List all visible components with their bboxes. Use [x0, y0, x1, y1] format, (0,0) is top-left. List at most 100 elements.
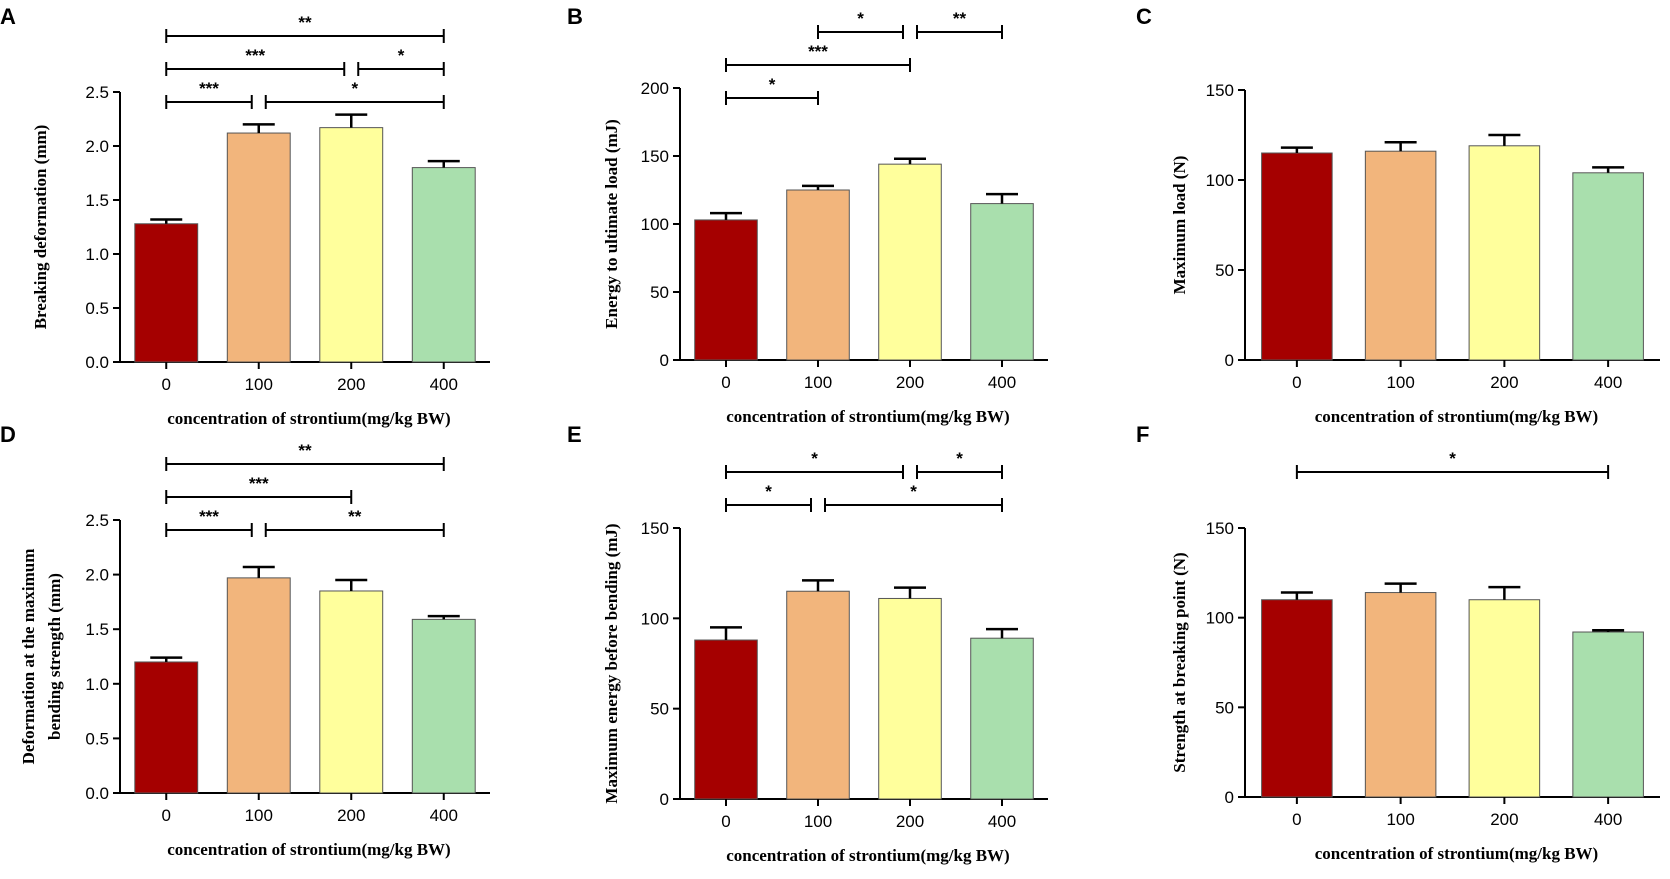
- x-tick-label: 100: [245, 375, 273, 394]
- x-tick-label: 0: [162, 806, 171, 825]
- significance-label: *: [769, 75, 776, 94]
- bar-200: [1468, 599, 1541, 798]
- y-tick-label: 150: [1206, 519, 1234, 538]
- x-tick-label: 0: [721, 812, 730, 831]
- y-axis-title-line: bending strength (mm): [45, 573, 64, 740]
- panel-letter-a: A: [0, 4, 16, 29]
- panel-letter-e: E: [567, 422, 582, 447]
- significance-label: *: [910, 482, 917, 501]
- x-tick-label: 400: [988, 373, 1016, 392]
- y-tick-label: 100: [641, 215, 669, 234]
- y-tick-label: 0: [1225, 788, 1234, 807]
- bar-100: [786, 189, 850, 361]
- bar-200: [319, 590, 384, 794]
- bar-0: [1261, 599, 1333, 798]
- panel-a: A 0.0 0.5 1.0 1.5 2.0 2.5 0 100 200 400 concentrati…: [0, 4, 490, 428]
- x-tick-label: 400: [1594, 810, 1622, 829]
- panel-f: F 0 50 100 150 0 100 200 400 concentration of str…: [1136, 422, 1660, 863]
- significance-label: *: [1449, 449, 1456, 468]
- significance-label: *: [956, 449, 963, 468]
- x-tick-label: 400: [430, 375, 458, 394]
- significance-label: *: [857, 9, 864, 28]
- y-axis-title: Strength at breaking point (N): [1170, 552, 1189, 772]
- significance-label: **: [953, 9, 967, 28]
- bar-200: [319, 127, 384, 363]
- x-tick-label: 100: [245, 806, 273, 825]
- bar-200: [1468, 145, 1541, 361]
- x-tick-label: 200: [337, 375, 365, 394]
- x-tick-label: 0: [1292, 373, 1301, 392]
- bar-400: [970, 203, 1034, 361]
- y-tick-label: 50: [650, 283, 669, 302]
- x-tick-label: 400: [988, 812, 1016, 831]
- bar-100: [786, 590, 850, 800]
- y-tick-label: 150: [641, 519, 669, 538]
- bar-400: [1572, 631, 1644, 798]
- y-tick-label: 1.0: [85, 675, 109, 694]
- bar-0: [694, 639, 758, 800]
- y-axis-title: Energy to ultimate load (mJ): [602, 119, 621, 329]
- panel-letter-c: C: [1136, 4, 1152, 29]
- bar-200: [878, 597, 942, 800]
- x-axis-title: concentration of strontium(mg/kg BW): [726, 846, 1009, 865]
- y-tick-label: 2.5: [85, 83, 109, 102]
- y-tick-label: 1.5: [85, 191, 109, 210]
- significance-label: ***: [245, 46, 265, 65]
- panel-c: C 0 50 100 150 0 100 200 400 concentration of str…: [1136, 4, 1660, 426]
- x-tick-label: 400: [1594, 373, 1622, 392]
- bar-100: [1364, 150, 1437, 361]
- x-tick-label: 200: [896, 812, 924, 831]
- bar-400: [411, 167, 476, 363]
- x-tick-label: 100: [1386, 373, 1414, 392]
- panel-b: B 0 50 100 150 200 0 100 200 400 concentration of …: [567, 4, 1048, 426]
- bar-100: [226, 577, 291, 794]
- x-tick-label: 0: [721, 373, 730, 392]
- x-axis-title: concentration of strontium(mg/kg BW): [167, 409, 450, 428]
- significance-label: *: [765, 482, 772, 501]
- y-tick-label: 100: [1206, 609, 1234, 628]
- x-axis-title: concentration of strontium(mg/kg BW): [167, 840, 450, 859]
- bar-400: [411, 618, 476, 794]
- y-tick-label: 0.0: [85, 784, 109, 803]
- bar-200: [878, 163, 942, 361]
- y-tick-label: 50: [1215, 698, 1234, 717]
- bar-400: [970, 637, 1034, 800]
- x-axis-title: concentration of strontium(mg/kg BW): [1315, 844, 1598, 863]
- panel-letter-d: D: [0, 422, 16, 447]
- y-tick-label: 1.0: [85, 245, 109, 264]
- y-tick-label: 150: [641, 147, 669, 166]
- y-tick-label: 200: [641, 79, 669, 98]
- y-axis-title-line: Deformation at the maximum: [19, 549, 38, 765]
- significance-label: *: [811, 449, 818, 468]
- bar-0: [134, 661, 199, 794]
- panel-letter-b: B: [567, 4, 583, 29]
- significance-label: **: [298, 13, 312, 32]
- significance-label: ***: [199, 507, 219, 526]
- x-tick-label: 200: [1490, 373, 1518, 392]
- y-tick-label: 100: [641, 609, 669, 628]
- x-tick-label: 200: [896, 373, 924, 392]
- significance-label: *: [398, 46, 405, 65]
- x-axis-title: concentration of strontium(mg/kg BW): [1315, 407, 1598, 426]
- panel-e: E 0 50 100 150 0 100 200 400 concentration of str…: [567, 422, 1048, 865]
- y-tick-label: 0.5: [85, 729, 109, 748]
- y-tick-label: 0: [1225, 351, 1234, 370]
- y-tick-label: 100: [1206, 171, 1234, 190]
- x-tick-label: 200: [337, 806, 365, 825]
- x-tick-label: 100: [804, 373, 832, 392]
- x-tick-label: 100: [804, 812, 832, 831]
- y-tick-label: 0.5: [85, 299, 109, 318]
- y-axis-title: Breaking deformation (mm): [31, 125, 50, 330]
- y-tick-label: 50: [1215, 261, 1234, 280]
- y-axis-title: Maximum load (N): [1170, 156, 1189, 295]
- y-tick-label: 2.0: [85, 137, 109, 156]
- x-tick-label: 0: [162, 375, 171, 394]
- significance-label: ***: [249, 474, 269, 493]
- bar-100: [226, 132, 291, 363]
- bar-100: [1364, 592, 1437, 798]
- y-tick-label: 150: [1206, 81, 1234, 100]
- bar-0: [134, 223, 199, 363]
- y-tick-label: 0.0: [85, 353, 109, 372]
- significance-label: **: [348, 507, 362, 526]
